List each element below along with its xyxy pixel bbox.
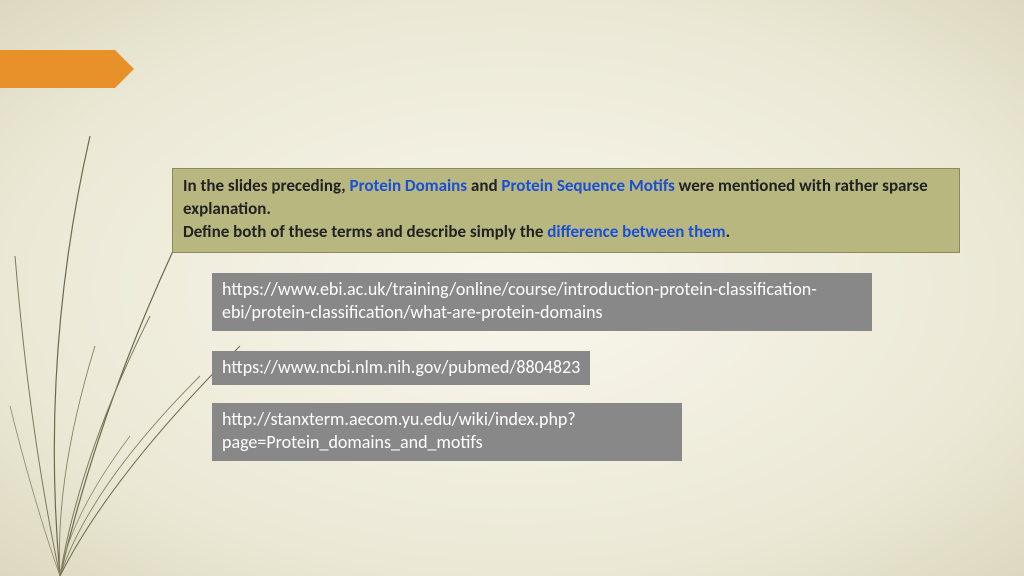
- reference-link-3[interactable]: http://stanxterm.aecom.yu.edu/wiki/index…: [212, 403, 682, 461]
- question-box: In the slides preceding, Protein Domains…: [172, 168, 960, 253]
- reference-link-2[interactable]: https://www.ncbi.nlm.nih.gov/pubmed/8804…: [212, 351, 590, 385]
- highlight-motifs: Protein Sequence Motifs: [501, 175, 674, 196]
- reference-link-1[interactable]: https://www.ebi.ac.uk/training/online/co…: [212, 273, 872, 331]
- question-text: In the slides preceding,: [183, 175, 350, 196]
- accent-tab: [0, 50, 115, 88]
- question-text: .: [726, 221, 731, 242]
- question-text: and: [467, 175, 501, 196]
- question-text: Define both of these terms and describe …: [183, 221, 547, 242]
- highlight-domains: Protein Domains: [350, 175, 468, 196]
- highlight-difference: difference between them: [547, 221, 725, 242]
- slide-content: In the slides preceding, Protein Domains…: [172, 168, 960, 461]
